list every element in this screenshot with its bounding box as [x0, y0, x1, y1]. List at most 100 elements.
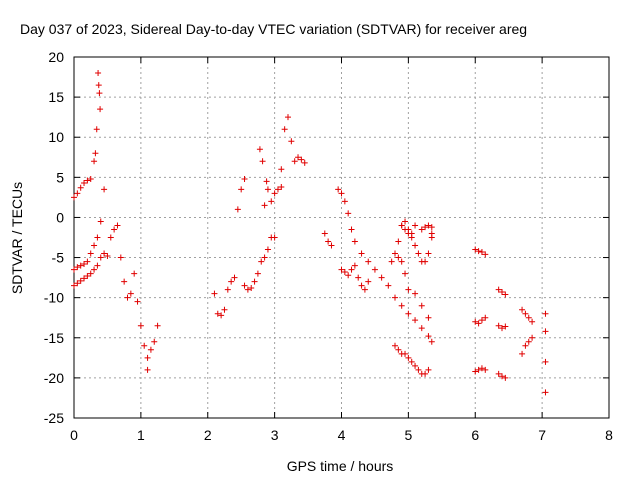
x-tick-label: 7: [538, 427, 546, 443]
y-tick-label: -15: [44, 330, 64, 346]
data-point-plus: [542, 389, 549, 396]
data-point-plus: [74, 264, 81, 271]
x-tick-label: 0: [70, 427, 78, 443]
x-tick-label: 3: [271, 427, 279, 443]
data-point-plus: [482, 314, 489, 321]
series-seg-i: [472, 246, 489, 258]
series-seg-d3: [278, 114, 308, 173]
data-point-plus: [234, 206, 241, 213]
data-point-plus: [263, 178, 270, 185]
series-seg-j3: [495, 370, 509, 381]
data-point-plus: [392, 342, 398, 349]
data-point-plus: [522, 310, 529, 317]
data-point-plus: [428, 338, 435, 345]
data-point-plus: [351, 262, 358, 269]
data-point-plus: [261, 202, 268, 209]
data-point-plus: [241, 282, 248, 289]
data-point-plus: [261, 254, 268, 261]
data-point-plus: [94, 262, 101, 269]
data-point-plus: [422, 224, 429, 231]
data-point-plus: [525, 314, 532, 321]
data-point-plus: [499, 325, 505, 332]
data-point-plus: [97, 254, 104, 261]
y-tick-label: 5: [56, 169, 64, 185]
data-point-plus: [87, 250, 94, 257]
data-point-plus: [71, 266, 77, 273]
x-tick-label: 4: [338, 427, 346, 443]
data-point-plus: [425, 314, 432, 321]
data-point-plus: [259, 158, 266, 165]
data-point-plus: [405, 286, 412, 293]
data-point-plus: [398, 258, 405, 265]
data-point-plus: [395, 238, 402, 245]
data-point-plus: [77, 277, 84, 284]
data-point-plus: [345, 210, 352, 217]
data-point-plus: [398, 222, 405, 229]
data-point-plus: [405, 354, 412, 361]
data-point-plus: [405, 310, 412, 317]
data-point-plus: [278, 166, 285, 173]
data-point-plus: [408, 234, 415, 241]
data-point-plus: [81, 275, 88, 282]
y-tick-label: -20: [44, 370, 64, 386]
data-point-plus: [134, 298, 141, 305]
data-point-plus: [402, 270, 409, 277]
data-point-plus: [301, 159, 308, 166]
series-seg-c: [211, 274, 238, 319]
data-point-plus: [425, 222, 432, 229]
data-point-plus: [482, 366, 489, 373]
data-point-plus: [402, 218, 409, 225]
data-point-plus: [418, 325, 425, 332]
data-point-plus: [298, 156, 305, 163]
data-point-plus: [218, 312, 225, 319]
data-point-plus: [111, 226, 118, 233]
y-tick-label: -10: [44, 290, 64, 306]
data-point-plus: [402, 350, 409, 357]
data-point-plus: [104, 252, 111, 259]
series-seg-j: [495, 286, 509, 298]
data-point-plus: [214, 310, 221, 317]
data-point-plus: [281, 126, 288, 133]
data-point-plus: [94, 234, 101, 241]
data-point-plus: [91, 158, 98, 165]
data-point-plus: [472, 368, 479, 375]
data-point-plus: [335, 186, 342, 193]
data-point-plus: [154, 322, 161, 329]
series-seg-a-spike: [95, 82, 104, 113]
data-point-plus: [412, 222, 419, 229]
data-point-plus: [92, 150, 99, 157]
data-point-plus: [131, 270, 138, 277]
series-seg-g4: [418, 222, 435, 233]
data-point-plus: [87, 175, 94, 182]
data-point-plus: [144, 354, 151, 361]
data-point-plus: [338, 266, 345, 273]
data-point-plus: [371, 266, 378, 273]
data-point-plus: [288, 138, 295, 145]
data-point-plus: [137, 322, 144, 329]
data-point-plus: [472, 246, 479, 253]
data-point-plus: [147, 346, 154, 353]
series-seg-b2: [144, 322, 161, 361]
data-point-plus: [81, 179, 88, 186]
x-tick-label: 6: [471, 427, 479, 443]
data-point-plus: [127, 290, 134, 297]
data-point-plus: [412, 242, 419, 249]
data-point-plus: [77, 184, 84, 191]
data-point-plus: [95, 70, 102, 77]
data-point-plus: [358, 250, 365, 257]
series-seg-h: [392, 342, 432, 377]
series-seg-k: [519, 306, 536, 325]
data-point-plus: [74, 190, 81, 197]
data-point-plus: [478, 365, 485, 372]
data-point-plus: [285, 114, 291, 121]
data-point-plus: [97, 106, 104, 113]
data-point-plus: [274, 186, 281, 193]
data-point-plus: [408, 358, 415, 365]
y-axis-label: SDTVAR / TECUs: [9, 182, 25, 294]
data-point-plus: [495, 322, 502, 329]
series-seg-l: [542, 310, 549, 396]
data-point-plus: [478, 248, 485, 255]
chart-title: Day 037 of 2023, Sidereal Day-to-day VTE…: [20, 21, 527, 37]
x-tick-labels: 0 1 2 3 4 5 6 7 8: [70, 427, 613, 443]
data-point-plus: [244, 286, 251, 293]
